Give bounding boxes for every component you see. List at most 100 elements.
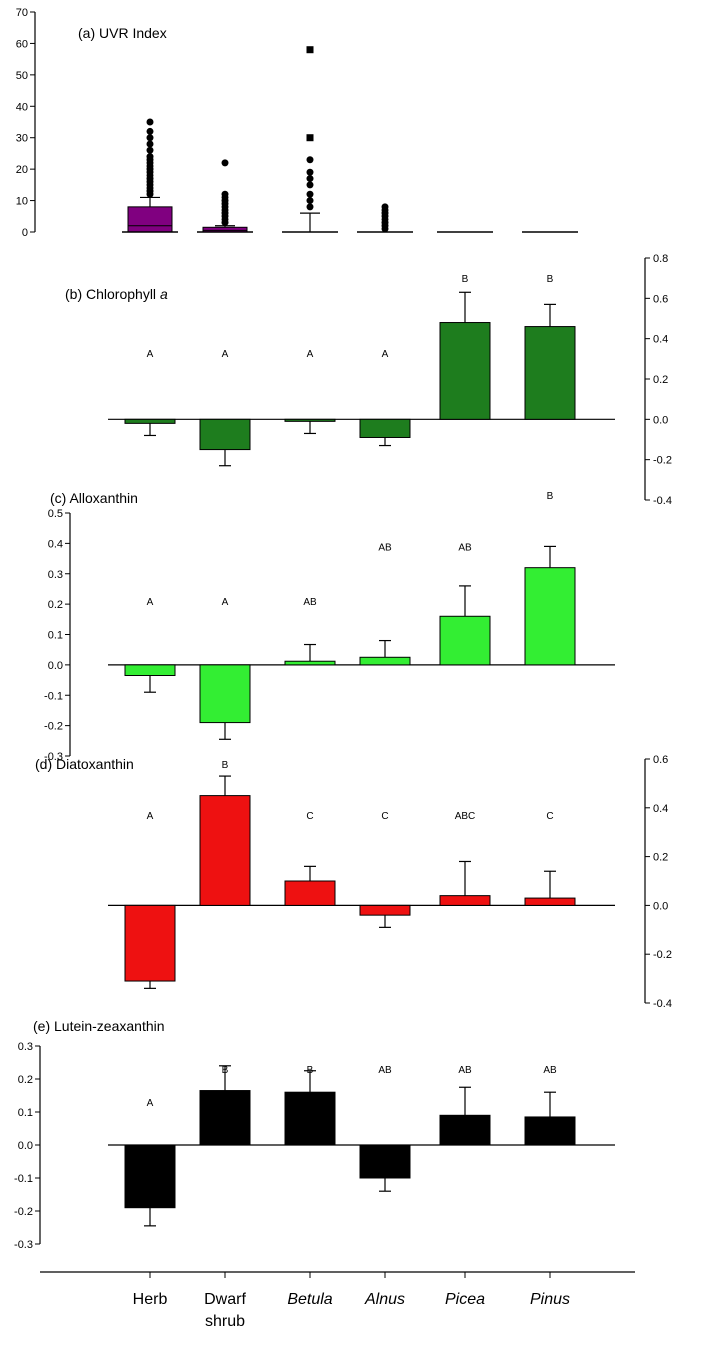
box-2 [282,46,338,233]
bar-group-4: ABC [439,811,491,906]
y-tick-label-a: 60 [16,38,28,50]
outlier-point [306,190,314,198]
significance-letter: A [147,597,154,608]
y-tick-label-c: 0.3 [48,569,63,581]
y-tick-label-e: 0.2 [18,1074,33,1086]
bar-group-0: A [124,349,176,437]
bar-group-3: A [359,349,411,447]
box-body [127,206,173,233]
y-tick-label-c: 0.2 [48,599,63,611]
bar-group-1: B [199,1065,251,1146]
bar [359,1144,411,1179]
significance-letter: AB [458,542,472,553]
y-tick-label-a: 50 [16,70,28,82]
y-tick-label-e: 0.1 [18,1107,33,1119]
category-label: Herb [133,1291,168,1308]
significance-letter: A [222,349,229,360]
panel-title-d: (d) Diatoxanthin [35,756,134,772]
y-tick-label-c: 0.4 [48,538,63,550]
significance-letter: A [147,811,154,822]
outlier-point [306,156,314,164]
bar [284,1091,336,1146]
bar-group-2: C [284,811,336,906]
y-tick-label-a: 30 [16,133,28,145]
bar-group-5: B [524,274,576,420]
outlier-point [146,118,154,126]
box-1 [197,159,253,233]
bar-group-3: C [359,811,411,928]
panel-a: (a) UVR Index 0 10 20 30 40 50 60 70 [16,7,578,239]
outlier-point [306,197,314,205]
significance-letter: AB [303,597,317,608]
bar [439,615,491,666]
bar [359,904,411,916]
bar-group-2: AB [284,597,336,666]
bar [359,418,411,438]
outlier-point [221,159,229,167]
bar [124,664,176,677]
bar [284,880,336,906]
panel-title-a: (a) UVR Index [78,25,167,41]
significance-letter: AB [378,542,392,553]
y-tick-label-d: 0.4 [653,803,668,815]
y-tick-label-c: 0.0 [48,660,63,672]
significance-letter: AB [458,1065,472,1076]
significance-letter: A [147,349,154,360]
significance-letter: A [382,349,389,360]
panel-e: (e) Lutein-zeaxanthin -0.3 -0.2 -0.1 0.0 0.1 0… [14,1018,615,1251]
y-tick-label-c: -0.3 [44,751,63,763]
y-tick-label-e: -0.2 [14,1206,33,1218]
significance-letter: B [307,1065,314,1076]
y-tick-label-b: -0.2 [653,455,672,467]
significance-letter: C [381,811,388,822]
bar [199,418,251,451]
outlier-point [306,134,314,142]
bar [439,1114,491,1146]
y-tick-label-a: 0 [22,227,28,239]
bar-group-1: A [199,597,251,740]
box-3 [357,203,413,233]
significance-letter: B [462,274,469,285]
category-label: Picea [445,1291,485,1308]
outlier-point [306,175,314,183]
bar [439,322,491,420]
y-tick-label-a: 20 [16,164,28,176]
bar-group-0: A [124,1098,176,1227]
y-tick-label-c: -0.1 [44,690,63,702]
significance-letter: B [222,1065,229,1076]
y-tick-label-b: 0.6 [653,293,668,305]
bar-group-1: A [199,349,251,467]
y-tick-label-d: 0.6 [653,754,668,766]
bar [524,897,576,906]
y-tick-label-b: 0.4 [653,334,668,346]
y-tick-label-a: 10 [16,196,28,208]
outlier-point [306,168,314,176]
y-tick-label-b: 0.0 [653,414,668,426]
y-tick-label-c: 0.1 [48,630,63,642]
outlier-point [221,190,229,198]
bar [359,656,411,666]
outlier-point [146,134,154,142]
y-tick-label-d: 0.0 [653,900,668,912]
bar-group-5: C [524,811,576,906]
bar [439,895,491,906]
x-axis: Herb Dwarf shrub Betula Alnus Picea Pinus [40,1271,635,1330]
bar [124,418,176,424]
y-tick-label-e: -0.3 [14,1239,33,1251]
outlier-point [146,127,154,135]
significance-letter: A [222,597,229,608]
panel-title-c: (c) Alloxanthin [50,490,138,506]
y-tick-label-e: -0.1 [14,1173,33,1185]
bar [199,664,251,724]
panel-b: (b) Chlorophyll a -0.4 -0.2 0.0 0.2 0.4 0.6 0.8… [65,253,672,507]
bar-group-0: A [124,597,176,693]
bar [284,418,336,422]
panel-title-b: (b) Chlorophyll a [65,286,168,302]
outlier-point [306,203,314,211]
y-tick-label-d: -0.2 [653,949,672,961]
bar-group-2: B [284,1065,336,1146]
category-label: Betula [287,1291,332,1308]
bar [124,1144,176,1209]
